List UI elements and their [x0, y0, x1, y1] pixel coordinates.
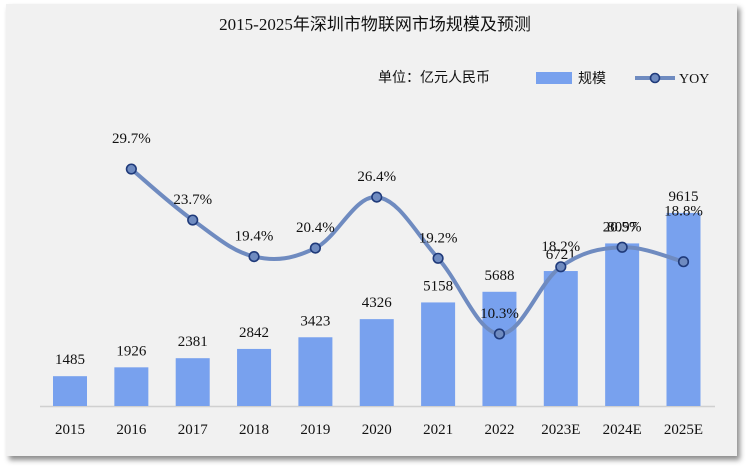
bar-value-label: 1926	[116, 343, 147, 359]
x-tick-label: 2025E	[664, 422, 703, 438]
yoy-point-2022	[493, 328, 506, 340]
x-tick-label: 2015	[55, 422, 85, 438]
legend-line-label: YOY	[679, 72, 709, 87]
bar-2019	[298, 337, 333, 406]
yoy-value-label: 20.4%	[296, 220, 335, 236]
bar-2022	[482, 291, 517, 406]
yoy-point-2021	[432, 252, 444, 264]
bar-value-label: 5688	[484, 268, 514, 284]
yoy-point-2020	[371, 191, 383, 203]
bar-value-label: 9615	[669, 189, 699, 205]
bar-value-label: 8097	[607, 219, 638, 235]
yoy-point-2025E	[677, 256, 690, 268]
yoy-point-2017	[187, 214, 199, 226]
x-tick-label: 2018	[239, 422, 269, 438]
x-tick-label: 2021	[423, 422, 453, 438]
bar-value-label: 4326	[362, 295, 393, 311]
yoy-line	[129, 167, 686, 336]
bar-2025E	[666, 212, 701, 406]
legend-bar-swatch	[536, 72, 572, 84]
bar-value-label: 3423	[300, 313, 330, 329]
yoy-value-label: 19.4%	[235, 229, 274, 245]
yoy-value-label: 18.8%	[664, 204, 703, 220]
x-tick-label: 2023E	[541, 422, 580, 438]
bar-2023E	[543, 271, 578, 406]
yoy-value-label: 26.4%	[357, 169, 396, 185]
x-tick-label: 2020	[362, 422, 392, 438]
yoy-point-2023E	[555, 261, 567, 273]
bar-2021	[421, 302, 456, 406]
yoy-value-label: 19.2%	[419, 230, 458, 246]
legend-line-marker	[649, 72, 661, 84]
yoy-value-label: 10.3%	[480, 306, 519, 322]
yoy-value-label: 18.2%	[541, 239, 580, 255]
bar-2024E	[605, 243, 640, 406]
yoy-value-label: 23.7%	[173, 192, 212, 208]
yoy-point-2019	[309, 242, 322, 254]
chart-title: 2015-2025年深圳市物联网市场规模及预测	[219, 15, 531, 34]
legend-bar-label: 规模	[578, 71, 606, 87]
bar-value-label: 6721	[546, 247, 576, 263]
bar-2016	[114, 367, 149, 406]
bar-2015	[53, 376, 87, 406]
bar-value-label: 2842	[239, 325, 269, 341]
x-tick-label: 2016	[116, 422, 147, 438]
x-tick-label: 2024E	[603, 422, 642, 438]
bar-2017	[175, 358, 210, 406]
bar-value-label: 1485	[55, 352, 85, 368]
bar-2018	[237, 348, 272, 406]
yoy-point-2016	[125, 163, 137, 175]
bar-value-label: 5158	[423, 278, 453, 294]
yoy-value-label: 20.5%	[603, 219, 642, 235]
bar-2020	[359, 319, 394, 406]
x-tick-label: 2022	[484, 422, 514, 438]
yoy-value-label: 29.7%	[112, 131, 151, 147]
bar-value-label: 2381	[178, 334, 208, 350]
yoy-point-2024E	[616, 241, 628, 253]
unit-note: 单位：亿元人民币	[378, 70, 490, 86]
yoy-point-2018	[248, 251, 260, 263]
legend: 单位：亿元人民币 规模 YOY	[378, 70, 709, 87]
x-tick-label: 2017	[178, 422, 209, 438]
x-tick-label: 2019	[300, 422, 330, 438]
